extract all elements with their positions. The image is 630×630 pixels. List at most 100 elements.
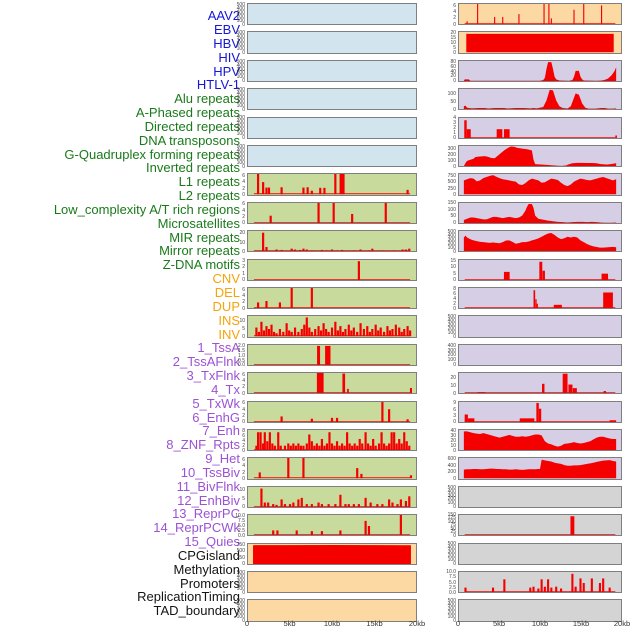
y-tick: 4 bbox=[242, 463, 245, 470]
track-panel-del bbox=[247, 571, 417, 594]
track-label-a-phased-repeats: A-Phased repeats bbox=[135, 105, 240, 121]
track-data-6-enhg bbox=[463, 203, 617, 223]
y-tick: 400 bbox=[447, 462, 456, 469]
y-tick: 300 bbox=[236, 38, 245, 45]
track-data-9-het bbox=[464, 290, 616, 309]
track-panel-10-tssbiv bbox=[458, 315, 622, 338]
y-tick: 4 bbox=[242, 437, 245, 444]
track-panel-dna-transposons bbox=[247, 258, 417, 281]
y-tick: 100 bbox=[447, 500, 456, 507]
track-label-12-enhbiv: 12_EnhBiv bbox=[177, 492, 240, 508]
y-tick: 30 bbox=[450, 432, 456, 439]
y-tick: 10 bbox=[239, 239, 245, 246]
track-panel-inverted-repeats bbox=[247, 315, 417, 338]
y-tick: 300 bbox=[447, 606, 456, 613]
track-label-15-quies: 15_Quies bbox=[184, 534, 240, 550]
track-label-del: DEL bbox=[214, 285, 240, 300]
track-label-tad-boundary: TAD_boundary bbox=[153, 603, 240, 619]
y-tick: 0 bbox=[242, 419, 245, 426]
track-panel-microsatellites bbox=[247, 429, 417, 452]
track-panel-8-znf-rpts bbox=[458, 258, 622, 281]
y-tick: 100 bbox=[236, 614, 245, 621]
track-label-4-tx: 4_Tx bbox=[211, 381, 240, 397]
y-tick: 400 bbox=[236, 119, 245, 126]
y-tick: 0 bbox=[453, 447, 456, 454]
y-tick: 200 bbox=[447, 326, 456, 333]
y-tick: 6 bbox=[242, 371, 245, 378]
y-tick: 300 bbox=[447, 492, 456, 499]
track-label-microsatellites: Microsatellites bbox=[157, 215, 240, 231]
y-tick: 0 bbox=[453, 362, 456, 369]
y-tick: 0 bbox=[242, 78, 245, 85]
y-tick: 10.0 bbox=[235, 512, 245, 519]
y-tick: 2 bbox=[453, 15, 456, 22]
y-tick: 100 bbox=[447, 357, 456, 364]
y-tick: 0.0 bbox=[449, 589, 456, 596]
y-tick: 0 bbox=[242, 618, 245, 624]
track-label-inverted-repeats: Inverted repeats bbox=[146, 160, 240, 176]
y-tick: 400 bbox=[447, 488, 456, 495]
x-axis-tick-left-4: 20kb bbox=[408, 619, 426, 628]
track-panel-inv bbox=[458, 31, 622, 54]
track-label-g-quadruplex-forming-repeats: G-Quadruplex forming repeats bbox=[64, 146, 240, 162]
y-tick: 4 bbox=[453, 295, 456, 302]
track-data-inv bbox=[466, 34, 614, 53]
y-tick: 200 bbox=[236, 13, 245, 20]
y-tick: 1.5 bbox=[238, 347, 245, 354]
y-tick: 100 bbox=[236, 159, 245, 166]
y-tick: 400 bbox=[236, 34, 245, 41]
y-tick: 3 bbox=[453, 120, 456, 127]
y-tick: 7.5 bbox=[449, 574, 456, 581]
y-tick: 10 bbox=[450, 39, 456, 46]
y-tick: 0 bbox=[453, 561, 456, 568]
track-data-ins bbox=[464, 4, 616, 25]
y-tick: 5 bbox=[242, 495, 245, 502]
track-panel-11-bivflnk bbox=[458, 343, 622, 366]
y-tick: 750 bbox=[447, 173, 456, 180]
track-label-cpgisland: CPGisland bbox=[177, 547, 240, 563]
track-panel-1-tssa bbox=[458, 59, 622, 82]
track-data-cnv bbox=[253, 544, 411, 564]
y-tick: 9 bbox=[453, 400, 456, 407]
track-label-dup: DUP bbox=[212, 298, 240, 314]
y-tick: 200 bbox=[447, 496, 456, 503]
y-tick: 200 bbox=[447, 151, 456, 158]
track-panel-cnv bbox=[247, 542, 417, 565]
y-tick: 1 bbox=[242, 270, 245, 277]
y-tick: 15 bbox=[450, 257, 456, 264]
y-tick: 500 bbox=[447, 484, 456, 491]
y-tick: 400 bbox=[236, 602, 245, 609]
track-label-2-tssaflnk: 2_TssAFlnk bbox=[172, 354, 240, 370]
track-data-l1-repeats bbox=[253, 345, 411, 365]
track-data-alu-repeats bbox=[253, 174, 411, 195]
track-label-14-reprpcwk: 14_ReprPCWk bbox=[153, 520, 240, 536]
track-data-mir-repeats bbox=[253, 458, 413, 479]
y-tick: 2 bbox=[242, 185, 245, 192]
track-panel-14-reprpcwk bbox=[458, 429, 622, 452]
y-tick: 400 bbox=[236, 62, 245, 69]
y-tick: 6 bbox=[453, 290, 456, 297]
track-panel-12-enhbiv bbox=[458, 372, 622, 395]
track-panel-4-tx bbox=[458, 145, 622, 168]
y-tick: 400 bbox=[236, 5, 245, 12]
track-data-7-enh bbox=[463, 233, 617, 252]
track-data-2-tssaflnk bbox=[463, 89, 617, 110]
y-tick: 100 bbox=[236, 102, 245, 109]
y-tick: 0 bbox=[453, 504, 456, 511]
y-tick: 50 bbox=[450, 213, 456, 220]
y-tick: 500 bbox=[447, 228, 456, 235]
track-label-13-reprpc: 13_ReprPC bbox=[172, 506, 240, 522]
y-tick: 400 bbox=[447, 545, 456, 552]
y-tick: 0 bbox=[453, 390, 456, 397]
y-tick: 1.0 bbox=[238, 352, 245, 359]
y-tick: 8 bbox=[242, 427, 245, 434]
y-tick: 0.0 bbox=[238, 362, 245, 369]
y-tick: 0 bbox=[242, 305, 245, 312]
y-tick: 500 bbox=[447, 598, 456, 605]
y-tick: 0 bbox=[242, 220, 245, 227]
track-label-mirror-repeats: Mirror repeats bbox=[159, 243, 240, 259]
y-tick: 75 bbox=[450, 522, 456, 529]
y-tick: 3 bbox=[242, 257, 245, 264]
y-tick: 200 bbox=[447, 469, 456, 476]
